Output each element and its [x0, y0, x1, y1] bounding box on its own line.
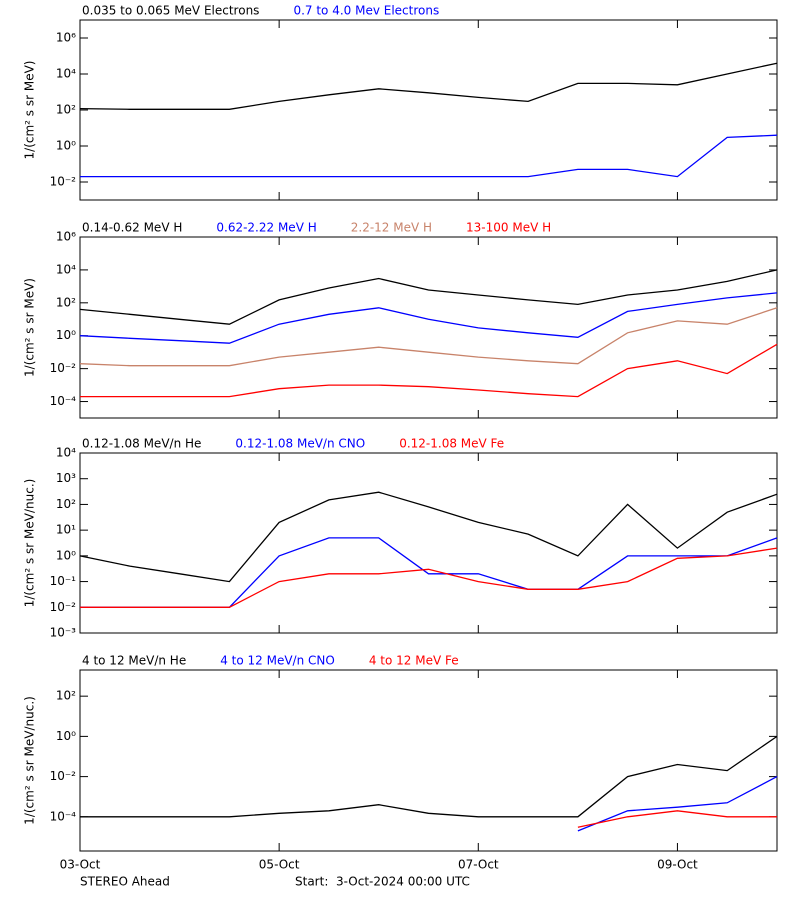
series-line: [79, 269, 778, 325]
series-line: [80, 343, 778, 398]
y-tick-label: 10⁻²: [50, 361, 77, 375]
series-line: [79, 62, 778, 110]
plot-frame: [79, 452, 778, 634]
y-tick-label: 10¹: [56, 523, 76, 537]
x-tick-label: 03-Oct: [60, 858, 101, 872]
y-tick-label: 10⁰: [56, 729, 76, 743]
y-tick-label: 10²: [56, 497, 76, 511]
y-tick-label: 10⁰: [56, 548, 76, 562]
y-tick-label: 10⁻²: [50, 175, 77, 189]
legend-entry: 0.7 to 4.0 Mev Electrons: [293, 4, 439, 18]
x-tick-label: 09-Oct: [657, 858, 698, 872]
y-tick-label: 10⁴: [56, 67, 76, 81]
series-line: [80, 134, 778, 178]
y-axis-label: 1/(cm² s sr MeV/nuc.): [23, 479, 37, 608]
start-label: Start: 3-Oct-2024 00:00 UTC: [295, 875, 470, 889]
series-line: [577, 776, 778, 832]
x-tick-label: 05-Oct: [259, 858, 300, 872]
y-tick-label: 10⁴: [56, 262, 76, 276]
legend-entry: 4 to 12 MeV/n CNO: [220, 654, 335, 668]
spacecraft-label: STEREO Ahead: [80, 875, 170, 889]
y-tick-label: 10⁰: [56, 139, 76, 153]
legend-entry: 0.12-1.08 MeV Fe: [399, 437, 504, 451]
y-tick-label: 10⁻²: [50, 769, 77, 783]
y-tick-label: 10²: [56, 103, 76, 117]
legend-entry: 0.62-2.22 MeV H: [216, 221, 316, 235]
y-tick-label: 10²: [56, 295, 76, 309]
legend-entry: 13-100 MeV H: [466, 221, 551, 235]
y-tick-label: 10⁻²: [50, 600, 77, 614]
series-line: [80, 547, 778, 608]
plot-frame: [79, 669, 778, 852]
y-axis-label: 1/(cm² s sr MeV): [23, 61, 37, 160]
y-tick-label: 10⁻³: [50, 626, 77, 640]
y-tick-label: 10⁶: [56, 230, 76, 244]
legend-entry: 0.12-1.08 MeV/n He: [82, 437, 201, 451]
y-tick-label: 10⁶: [56, 31, 76, 45]
legend-entry: 0.14-0.62 MeV H: [82, 221, 182, 235]
legend-entry: 4 to 12 MeV/n He: [82, 654, 186, 668]
legend-entry: 0.035 to 0.065 MeV Electrons: [82, 4, 259, 18]
series-line: [577, 810, 777, 828]
series-line: [80, 537, 778, 608]
y-tick-label: 10⁻⁴: [50, 394, 77, 408]
legend-entry: 0.12-1.08 MeV/n CNO: [235, 437, 365, 451]
y-tick-label: 10⁰: [56, 328, 76, 342]
series-line: [80, 735, 778, 818]
y-tick-label: 10⁴: [56, 446, 76, 460]
series-line: [79, 491, 778, 583]
y-tick-label: 10²: [56, 689, 76, 703]
legend-entry: 2.2-12 MeV H: [351, 221, 432, 235]
y-axis-label: 1/(cm² s sr MeV): [23, 278, 37, 377]
y-tick-label: 10³: [56, 471, 76, 485]
y-tick-label: 10⁻⁴: [50, 809, 77, 823]
series-line: [79, 307, 778, 367]
series-line: [79, 292, 778, 344]
legend-entry: 4 to 12 MeV Fe: [369, 654, 459, 668]
y-tick-label: 10⁻¹: [50, 574, 77, 588]
plot-frame: [79, 19, 778, 201]
plot-frame: [79, 236, 778, 419]
y-axis-label: 1/(cm² s sr MeV/nuc.): [23, 696, 37, 825]
x-tick-label: 07-Oct: [458, 858, 499, 872]
